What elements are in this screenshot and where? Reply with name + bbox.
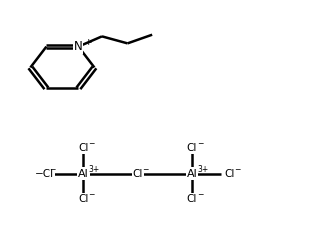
Text: Al: Al <box>78 168 89 179</box>
Text: Cl: Cl <box>132 168 143 179</box>
Text: −: − <box>235 165 241 174</box>
Text: −: − <box>88 190 94 200</box>
Text: 3+: 3+ <box>197 165 209 174</box>
Text: Cl: Cl <box>187 194 197 204</box>
Text: −: − <box>142 165 149 174</box>
Text: N: N <box>74 40 83 53</box>
Text: −: − <box>197 139 203 148</box>
Text: 3+: 3+ <box>89 165 100 174</box>
Text: Cl: Cl <box>187 143 197 153</box>
Text: −: − <box>50 165 56 174</box>
Text: Cl: Cl <box>78 143 88 153</box>
Text: Cl: Cl <box>78 194 88 204</box>
Text: −: − <box>88 139 94 148</box>
Text: Cl: Cl <box>225 168 235 179</box>
Text: +: + <box>84 38 91 47</box>
Text: −Cl: −Cl <box>35 168 54 179</box>
Text: Al: Al <box>187 168 197 179</box>
Text: −: − <box>197 190 203 200</box>
